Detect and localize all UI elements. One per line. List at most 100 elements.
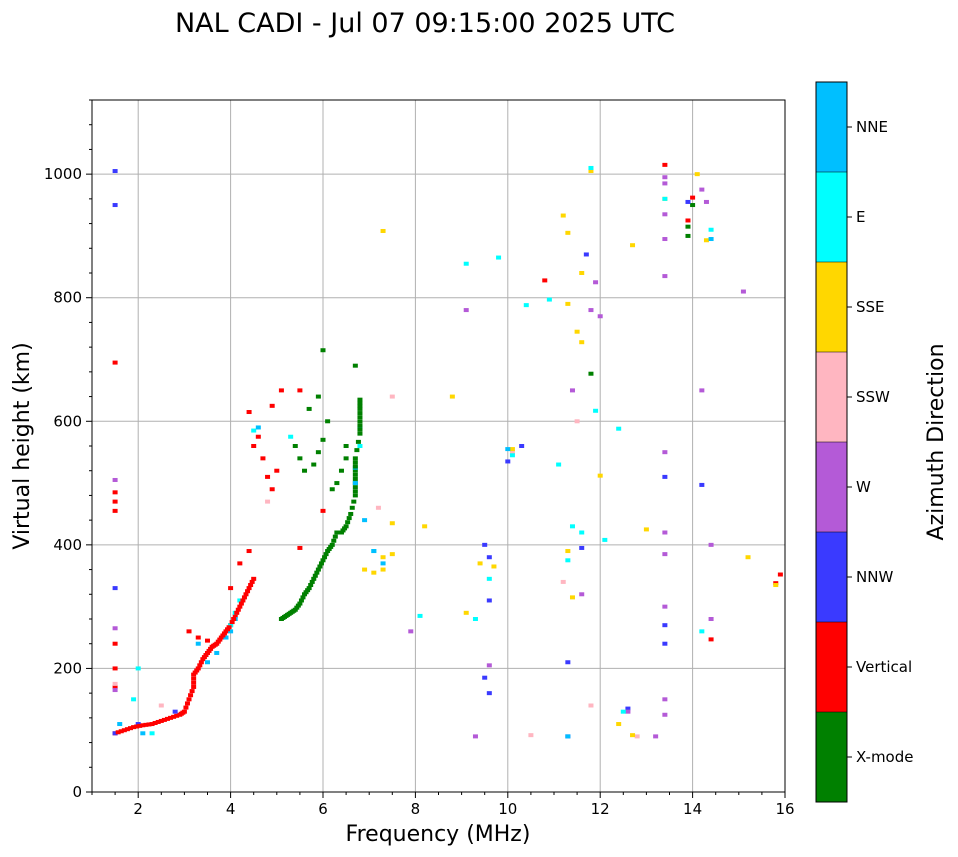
- point-vertical: [180, 710, 186, 715]
- point-sse: [380, 228, 386, 233]
- point-x-mode: [352, 363, 358, 368]
- point-w: [463, 308, 469, 313]
- point-x-mode: [352, 493, 358, 498]
- point-e: [546, 297, 552, 302]
- point-x-mode: [314, 570, 320, 575]
- point-e: [463, 261, 469, 266]
- point-x-mode: [357, 397, 363, 402]
- point-vertical: [320, 508, 326, 513]
- point-sse: [745, 555, 751, 560]
- point-sse: [579, 340, 585, 345]
- x-tick-label: 12: [591, 800, 610, 818]
- point-x-mode: [349, 505, 355, 510]
- y-tick-label: 1000: [44, 165, 82, 183]
- point-sse: [579, 271, 585, 275]
- point-x-mode: [357, 406, 363, 411]
- point-x-mode: [291, 608, 297, 613]
- point-vertical: [191, 676, 197, 681]
- point-x-mode: [322, 555, 328, 560]
- point-x-mode: [343, 456, 349, 461]
- point-vertical: [297, 545, 303, 550]
- point-vertical: [231, 617, 237, 621]
- point-sse: [569, 595, 575, 600]
- point-vertical: [188, 693, 194, 698]
- point-x-mode: [328, 544, 334, 549]
- point-nnw: [486, 555, 492, 560]
- point-vertical: [249, 579, 255, 584]
- point-vertical: [112, 360, 118, 365]
- point-x-mode: [352, 472, 358, 477]
- point-vertical: [112, 508, 118, 513]
- point-vertical: [137, 723, 143, 728]
- point-vertical: [251, 444, 257, 448]
- point-x-mode: [326, 546, 332, 551]
- point-ssw: [574, 419, 580, 424]
- point-e: [237, 598, 243, 603]
- point-x-mode: [352, 456, 358, 461]
- point-x-mode: [355, 439, 361, 444]
- point-sse: [463, 610, 469, 615]
- point-vertical: [206, 648, 212, 653]
- point-w: [569, 388, 575, 393]
- point-vertical: [168, 715, 174, 720]
- point-nnw: [579, 545, 585, 550]
- point-vertical: [777, 572, 783, 577]
- point-w: [662, 274, 668, 279]
- point-w: [112, 626, 118, 631]
- point-nne: [255, 425, 261, 430]
- point-x-mode: [318, 561, 324, 566]
- point-nne: [380, 561, 386, 566]
- y-axis-label: Virtual height (km): [10, 342, 35, 549]
- point-vertical: [297, 388, 303, 393]
- point-vertical: [203, 653, 209, 658]
- point-vertical: [246, 549, 252, 554]
- point-vertical: [131, 725, 137, 730]
- point-nne: [362, 518, 368, 523]
- point-nnw: [662, 623, 668, 628]
- point-nne: [357, 425, 363, 430]
- point-vertical: [237, 561, 243, 566]
- point-ssw: [112, 681, 118, 686]
- point-nnw: [583, 252, 589, 257]
- colorbar: X-mode Vertical NNW W SSW SSE E NNE: [815, 81, 913, 803]
- point-nnw: [519, 444, 525, 448]
- point-vertical: [118, 729, 124, 734]
- point-sse: [565, 301, 571, 306]
- colorbar-tick-label: W: [856, 478, 871, 496]
- point-x-mode: [329, 487, 335, 492]
- y-tick-label: 0: [72, 783, 82, 801]
- point-sse: [597, 473, 603, 478]
- point-x-mode: [332, 534, 338, 539]
- point-x-mode: [306, 586, 312, 591]
- point-w: [597, 314, 603, 319]
- colorbar-segment-sse: [816, 262, 847, 352]
- point-x-mode: [306, 406, 312, 411]
- point-nne: [228, 629, 234, 634]
- point-vertical: [220, 633, 226, 638]
- point-vertical: [192, 670, 198, 675]
- point-sse: [630, 733, 636, 738]
- point-w: [408, 629, 414, 634]
- colorbar-segment-w: [816, 442, 847, 532]
- point-sse: [491, 564, 497, 569]
- data-points: [112, 162, 783, 739]
- point-x-mode: [354, 448, 360, 453]
- point-vertical: [228, 586, 234, 591]
- point-ssw: [528, 733, 534, 738]
- point-vertical: [269, 487, 275, 492]
- colorbar-tick-label: Vertical: [856, 658, 912, 676]
- point-nnw: [112, 731, 118, 736]
- point-sse: [509, 447, 515, 452]
- point-vertical: [245, 589, 251, 594]
- point-w: [112, 477, 118, 482]
- point-sse: [422, 524, 428, 529]
- x-tick-label: 8: [411, 800, 421, 818]
- point-x-mode: [352, 489, 358, 494]
- point-vertical: [128, 726, 133, 731]
- colorbar-segment-x-mode: [816, 712, 847, 802]
- point-x-mode: [308, 583, 314, 588]
- point-x-mode: [357, 431, 363, 436]
- point-x-mode: [357, 411, 363, 416]
- point-vertical: [235, 607, 241, 612]
- colorbar-tick-label: X-mode: [856, 748, 913, 766]
